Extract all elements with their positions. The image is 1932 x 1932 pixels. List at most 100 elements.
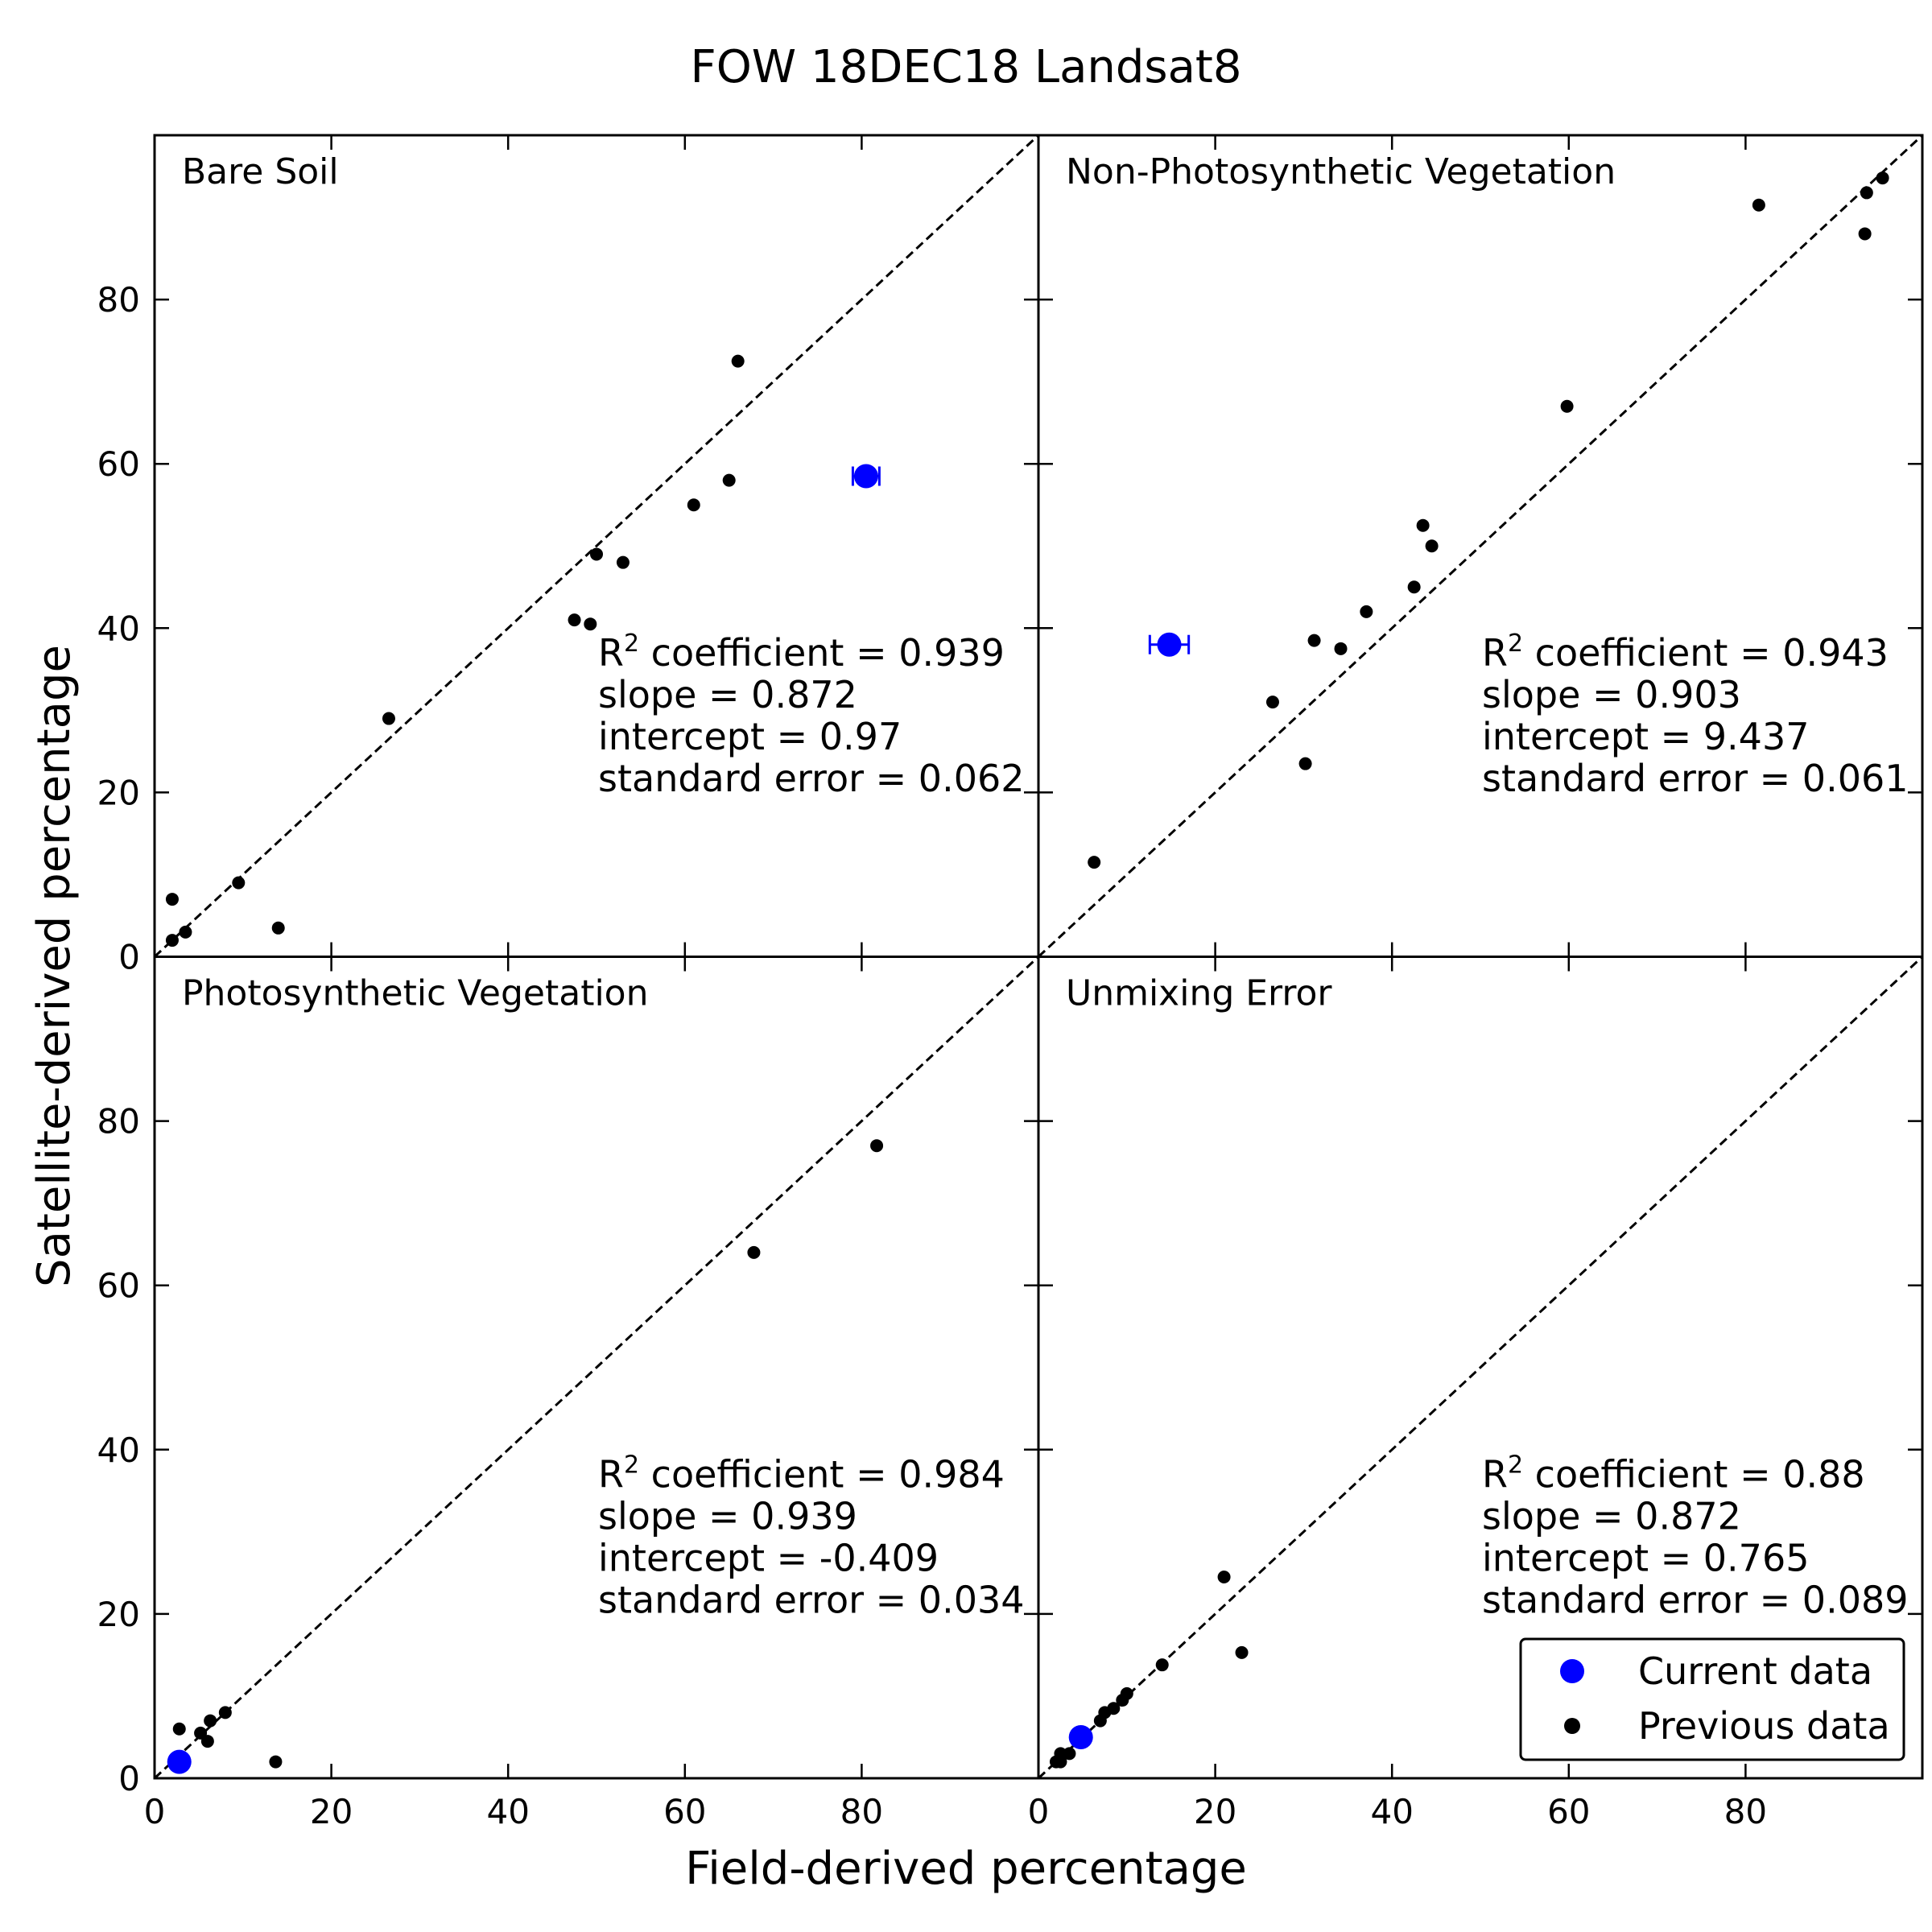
current-data-point [853, 464, 878, 489]
previous-data-point [1858, 227, 1872, 241]
figure-title: FOW 18DEC18 Landsat8 [690, 41, 1241, 93]
previous-data-point [269, 1755, 283, 1769]
x-tick-label: 0 [1028, 1792, 1050, 1831]
y-tick-label: 0 [118, 938, 140, 977]
slope-text: slope = 0.872 [598, 673, 857, 716]
previous-data-point [1560, 399, 1574, 413]
y-tick-label: 80 [97, 280, 140, 320]
y-axis-label: Satellite-derived percentage [28, 645, 80, 1287]
previous-data-point [1752, 198, 1765, 212]
previous-data-point [1265, 696, 1279, 709]
previous-data-point [204, 1714, 217, 1728]
panel-bare-soil: 0 20 40 60 80 Bare Soil R2 coefficient = 0.939… [97, 134, 1040, 977]
previous-data-point [165, 893, 179, 906]
previous-data-point [165, 934, 179, 947]
r-squared-text: R2 coefficient = 0.88 [1482, 1451, 1865, 1496]
previous-data-point [1876, 171, 1889, 185]
previous-data-point [1425, 539, 1439, 553]
previous-data-point [179, 925, 192, 939]
panel-unmixing-error: 0 20 40 60 80 Unmixing Error R2 coefficient = … [1028, 956, 1924, 1831]
stderr-text: standard error = 0.089 [1482, 1579, 1909, 1622]
stderr-text: standard error = 0.034 [598, 1579, 1025, 1622]
x-tick-label: 40 [486, 1792, 529, 1831]
previous-data-point [1298, 757, 1312, 770]
stderr-text: standard error = 0.061 [1482, 757, 1909, 800]
previous-data-point [722, 473, 736, 487]
x-tick-label: 0 [144, 1792, 166, 1831]
slope-text: slope = 0.903 [1482, 673, 1741, 716]
previous-data-point [1155, 1658, 1169, 1672]
x-tick-label: 40 [1370, 1792, 1413, 1831]
one-to-one-line [1037, 134, 1924, 958]
previous-data-point [271, 921, 285, 935]
x-axis-label: Field-derived percentage [685, 1843, 1247, 1895]
previous-data-point [1416, 518, 1430, 532]
y-tick-label: 80 [97, 1102, 140, 1141]
previous-data-point [1107, 1702, 1121, 1715]
previous-data-point [1217, 1570, 1231, 1583]
slope-text: slope = 0.872 [1482, 1495, 1741, 1538]
y-tick-label: 40 [97, 609, 140, 648]
one-to-one-line [153, 134, 1040, 958]
x-tick-label: 20 [310, 1792, 353, 1831]
previous-data-point [1407, 580, 1421, 594]
r-squared-text: R2 coefficient = 0.943 [1482, 630, 1889, 675]
previous-data-point [1307, 634, 1321, 647]
current-data-point [1157, 632, 1182, 657]
previous-data-point [1088, 856, 1101, 869]
intercept-text: intercept = 9.437 [1482, 715, 1809, 758]
r-squared-text: R2 coefficient = 0.939 [598, 630, 1005, 675]
previous-data-point [568, 613, 581, 627]
current-data-point [1068, 1724, 1093, 1749]
legend: Current data Previous data [1519, 1637, 1905, 1761]
previous-data-point [1054, 1747, 1067, 1761]
x-tick-label: 80 [840, 1792, 883, 1831]
y-tick-label: 60 [97, 444, 140, 484]
previous-data-point [1063, 1747, 1076, 1761]
legend-marker [1564, 1718, 1580, 1734]
previous-data-point [218, 1706, 232, 1719]
previous-data-point [747, 1245, 761, 1259]
previous-data-point [584, 617, 597, 631]
y-tick-label: 60 [97, 1266, 140, 1306]
x-tick-label: 60 [663, 1792, 706, 1831]
intercept-text: intercept = 0.765 [1482, 1537, 1809, 1580]
legend-marker [1560, 1659, 1584, 1683]
one-to-one-line [153, 956, 1040, 1780]
y-tick-label: 20 [97, 773, 140, 812]
legend-label: Previous data [1638, 1704, 1890, 1748]
x-tick-label: 20 [1194, 1792, 1236, 1831]
panel-photosynthetic-vegetation: 0 20 40 60 80 0 20 40 60 80 Photosynthetic Vegetat… [97, 956, 1040, 1831]
intercept-text: intercept = 0.97 [598, 715, 902, 758]
previous-data-point [1860, 186, 1873, 200]
previous-data-point [232, 876, 246, 890]
previous-data-point [1120, 1686, 1133, 1700]
legend-label: Current data [1638, 1649, 1872, 1693]
intercept-text: intercept = -0.409 [598, 1537, 939, 1580]
y-tick-label: 40 [97, 1430, 140, 1470]
previous-data-point [1334, 642, 1348, 655]
previous-data-point [731, 354, 745, 368]
previous-data-point [172, 1722, 186, 1736]
panel-label: Photosynthetic Vegetation [182, 973, 648, 1014]
previous-data-point [870, 1139, 884, 1153]
panel-label: Non-Photosynthetic Vegetation [1066, 151, 1616, 192]
previous-data-point [687, 498, 700, 512]
previous-data-point [590, 547, 603, 561]
y-tick-label: 20 [97, 1595, 140, 1634]
slope-text: slope = 0.939 [598, 1495, 857, 1538]
one-to-one-line [1037, 956, 1924, 1780]
panel-label: Unmixing Error [1066, 973, 1332, 1014]
x-tick-label: 60 [1547, 1792, 1590, 1831]
panel-frame [1037, 956, 1924, 1780]
previous-data-point [200, 1735, 214, 1748]
previous-data-point [382, 712, 395, 725]
panel-non-photosynthetic-vegetation: Non-Photosynthetic Vegetation R2 coeffici… [1037, 134, 1924, 958]
y-tick-label: 0 [118, 1759, 140, 1798]
previous-data-point [1235, 1645, 1249, 1659]
